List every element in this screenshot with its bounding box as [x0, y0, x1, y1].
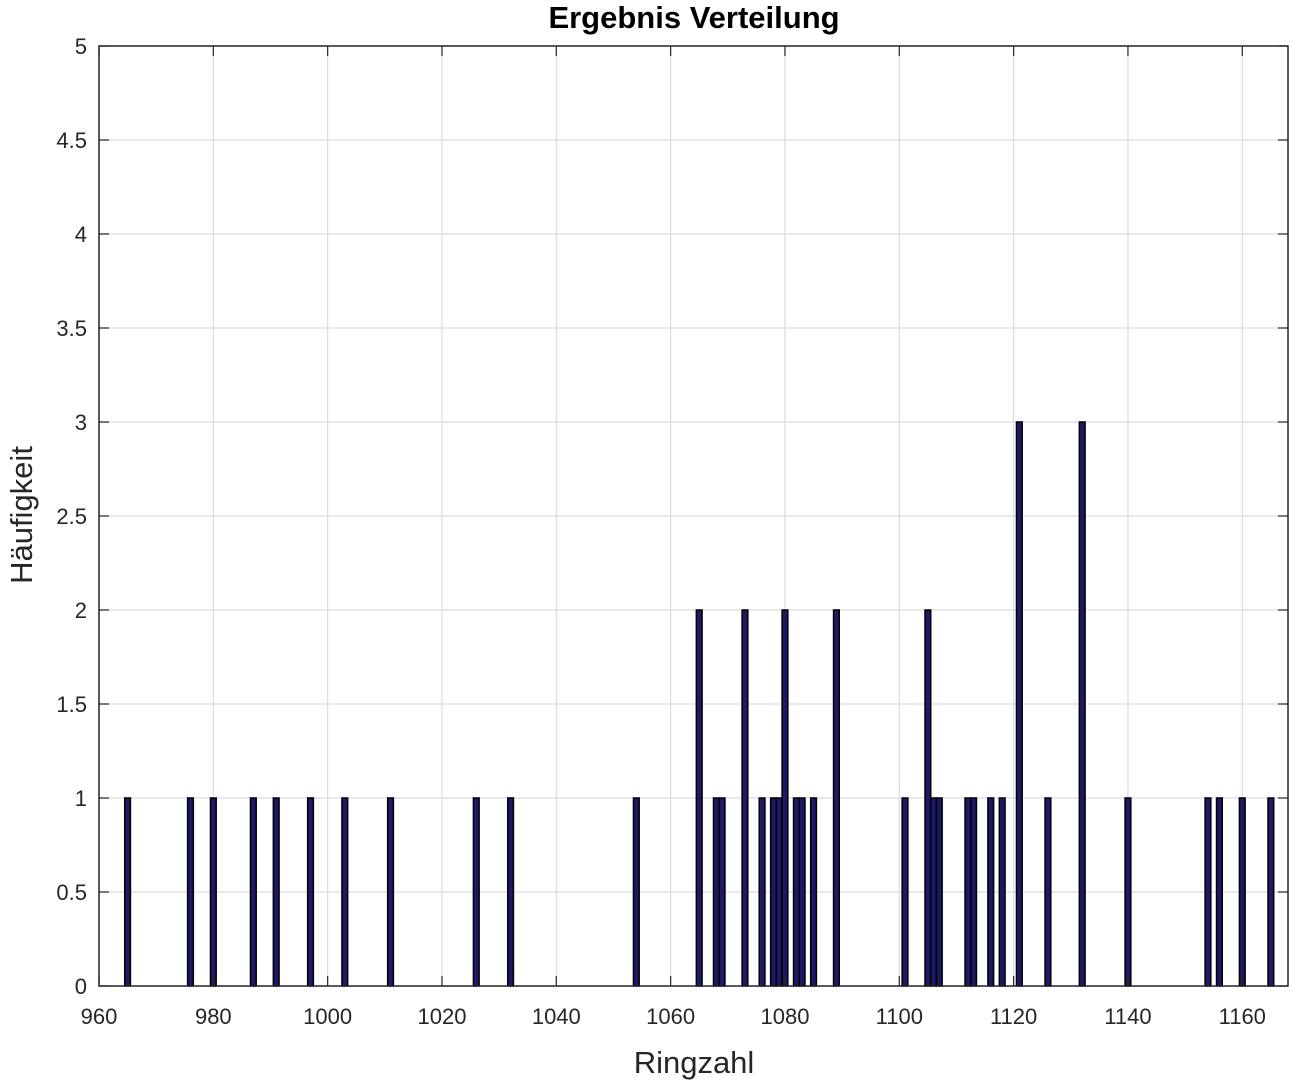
- histogram-bar: [712, 797, 720, 987]
- histogram-bar: [987, 797, 995, 987]
- histogram-bar: [969, 797, 978, 987]
- x-tick-label: 1000: [303, 1004, 352, 1029]
- histogram-bar: [935, 797, 943, 987]
- histogram-bar: [695, 609, 703, 987]
- x-tick-label: 960: [81, 1004, 118, 1029]
- y-tick-labels: 0 0.5 1 1.5 2 2.5 3 3.5 4 4.5 5: [56, 34, 87, 999]
- histogram-bar: [1238, 797, 1246, 987]
- x-tick-label: 1080: [760, 1004, 809, 1029]
- y-tick-label: 4: [75, 222, 87, 247]
- histogram-bar: [341, 797, 349, 987]
- histogram-bar: [924, 609, 932, 987]
- x-tick-label: 1120: [990, 1004, 1037, 1029]
- histogram-bar: [186, 797, 195, 987]
- x-axis-label: Ringzahl: [634, 1045, 755, 1080]
- y-tick-label: 5: [75, 34, 87, 59]
- histogram-bar: [272, 797, 280, 987]
- histogram-bar: [832, 609, 841, 987]
- histogram-bar: [249, 797, 257, 987]
- y-axis-label: Häufigkeit: [4, 446, 39, 584]
- y-tick-label: 0: [75, 974, 87, 999]
- histogram-bar: [769, 797, 778, 987]
- x-tick-label: 980: [195, 1004, 232, 1029]
- y-tick-label: 2: [75, 598, 87, 623]
- histogram-bar: [1267, 797, 1275, 987]
- x-tick-label: 1160: [1219, 1004, 1266, 1029]
- y-tick-label: 1.5: [56, 692, 87, 717]
- histogram-bar: [964, 797, 972, 987]
- histogram-bar: [901, 797, 909, 987]
- histogram-bar: [929, 797, 938, 987]
- x-tick-label: 1040: [532, 1004, 581, 1029]
- histogram-bar: [632, 797, 640, 987]
- x-tick-label: 1100: [876, 1004, 923, 1029]
- histogram-bar: [775, 797, 783, 987]
- histogram-bar: [472, 797, 480, 987]
- histogram-bar: [1124, 797, 1132, 987]
- histogram-bar: [306, 797, 315, 987]
- histogram-bar: [386, 797, 395, 987]
- histogram-bar: [741, 609, 749, 987]
- x-tick-label: 1140: [1104, 1004, 1151, 1029]
- y-tick-label: 0.5: [56, 880, 87, 905]
- histogram-bar: [1015, 421, 1023, 987]
- histogram-bar: [1204, 797, 1212, 987]
- x-tick-label: 1020: [418, 1004, 467, 1029]
- histogram-bar: [123, 797, 132, 987]
- histogram-bar: [809, 797, 818, 987]
- y-tick-label: 3: [75, 410, 87, 435]
- y-tick-label: 2.5: [56, 504, 87, 529]
- histogram-bar: [798, 797, 806, 987]
- x-tick-labels: 960 980 1000 1020 1040 1060 1080 1100 1120 1140 11…: [81, 1004, 1266, 1029]
- y-tick-label: 4.5: [56, 128, 87, 153]
- y-tick-label: 3.5: [56, 316, 87, 341]
- histogram-bar: [1044, 797, 1052, 987]
- histogram-bar: [1078, 421, 1086, 987]
- histogram-bar: [506, 797, 515, 987]
- chart-title: Ergebnis Verteilung: [548, 0, 839, 35]
- histogram-bar: [209, 797, 217, 987]
- histogram-bar: [758, 797, 766, 987]
- histogram-bar: [998, 797, 1006, 987]
- histogram-bar: [1215, 797, 1224, 987]
- x-tick-label: 1060: [646, 1004, 695, 1029]
- tick-marks: [98, 45, 1288, 987]
- y-tick-label: 1: [75, 786, 87, 811]
- histogram-bar: [718, 797, 726, 987]
- histogram-bar: [781, 609, 789, 987]
- histogram-bar: [792, 797, 801, 987]
